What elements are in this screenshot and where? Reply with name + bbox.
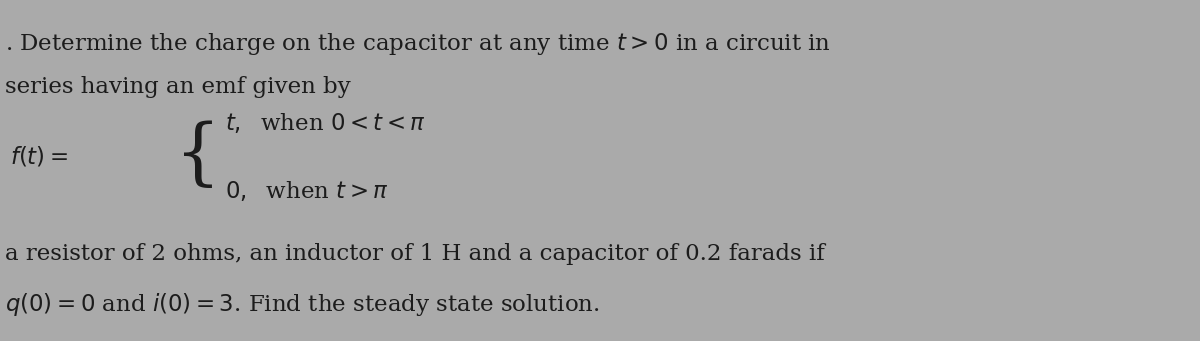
Text: $0,$  when $t > \pi$: $0,$ when $t > \pi$ (226, 179, 389, 203)
Text: series having an emf given by: series having an emf given by (5, 76, 350, 98)
Text: $t,$  when $0 < t < \pi$: $t,$ when $0 < t < \pi$ (226, 111, 426, 135)
Text: $f(t) = $: $f(t) = $ (10, 144, 68, 168)
Text: $q(0) = 0$ and $i(0) = 3$. Find the steady state solution.: $q(0) = 0$ and $i(0) = 3$. Find the stea… (5, 291, 600, 318)
Text: {: { (175, 121, 221, 191)
Text: a resistor of 2 ohms, an inductor of 1 H and a capacitor of 0.2 farads if: a resistor of 2 ohms, an inductor of 1 H… (5, 243, 824, 265)
Text: . Determine the charge on the capacitor at any time $t > 0$ in a circuit in: . Determine the charge on the capacitor … (5, 31, 830, 57)
